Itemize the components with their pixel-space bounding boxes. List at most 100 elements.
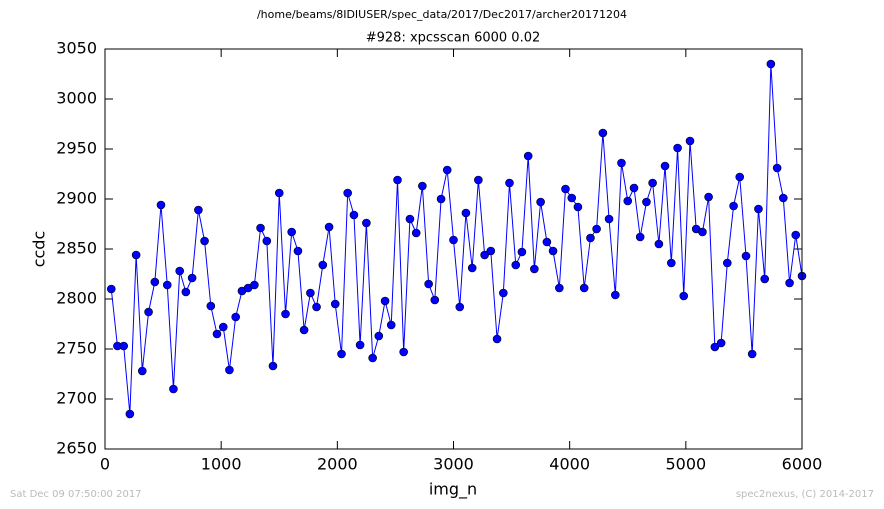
data-point bbox=[231, 312, 240, 322]
data-point bbox=[741, 251, 751, 261]
data-point bbox=[150, 277, 160, 287]
data-point bbox=[598, 128, 608, 138]
data-point bbox=[212, 329, 222, 339]
data-point bbox=[399, 347, 408, 357]
data-point bbox=[206, 301, 216, 311]
y-tick-label: 2900 bbox=[56, 189, 97, 208]
y-tick-label: 2650 bbox=[56, 439, 97, 458]
data-point bbox=[505, 178, 514, 188]
data-point bbox=[635, 232, 645, 242]
data-point bbox=[586, 233, 595, 243]
data-point bbox=[548, 246, 558, 256]
data-point bbox=[299, 325, 309, 335]
data-point bbox=[704, 192, 713, 202]
data-point bbox=[218, 322, 228, 332]
y-tick-label: 2850 bbox=[56, 239, 97, 258]
y-axis-label: ccdc bbox=[30, 231, 49, 268]
data-point bbox=[530, 264, 539, 274]
y-tick-label: 2700 bbox=[56, 389, 97, 408]
data-point bbox=[393, 175, 402, 185]
data-point bbox=[760, 274, 770, 284]
data-point bbox=[648, 178, 657, 188]
data-point bbox=[324, 222, 334, 232]
data-point bbox=[536, 197, 545, 207]
data-point bbox=[181, 287, 191, 297]
data-point bbox=[262, 236, 272, 246]
footer-left: Sat Dec 09 07:50:00 2017 bbox=[10, 489, 142, 500]
data-point bbox=[592, 224, 601, 234]
data-point bbox=[330, 299, 340, 309]
data-point bbox=[169, 384, 178, 394]
data-point bbox=[785, 278, 794, 288]
data-point bbox=[349, 210, 359, 220]
data-point bbox=[374, 331, 384, 341]
data-point bbox=[492, 334, 502, 344]
data-point bbox=[442, 165, 452, 175]
data-point bbox=[499, 288, 508, 298]
data-point bbox=[716, 338, 726, 348]
data-point bbox=[698, 227, 707, 237]
data-point bbox=[337, 349, 346, 359]
data-point bbox=[685, 136, 695, 146]
data-point bbox=[362, 218, 371, 228]
data-point bbox=[162, 280, 172, 290]
data-point bbox=[411, 228, 421, 238]
data-point bbox=[754, 204, 763, 214]
data-point bbox=[561, 184, 570, 194]
data-point bbox=[106, 284, 116, 294]
data-point bbox=[523, 151, 533, 161]
data-point bbox=[386, 320, 396, 330]
data-point bbox=[654, 239, 664, 249]
data-point bbox=[679, 291, 689, 301]
data-point bbox=[791, 230, 801, 240]
data-point bbox=[579, 283, 589, 293]
y-tick-label: 3000 bbox=[56, 89, 97, 108]
data-point bbox=[187, 273, 197, 283]
data-point bbox=[660, 161, 670, 171]
data-point bbox=[766, 59, 776, 69]
suptitle: /home/beams/8IDIUSER/spec_data/2017/Dec2… bbox=[257, 8, 627, 21]
chart-title: #928: xpcsscan 6000 0.02 bbox=[366, 31, 541, 46]
x-tick-label: 5000 bbox=[665, 455, 706, 474]
data-point bbox=[573, 202, 583, 212]
data-point bbox=[436, 194, 446, 204]
data-point bbox=[125, 409, 135, 419]
data-point bbox=[287, 227, 296, 237]
data-point bbox=[418, 181, 427, 191]
data-point bbox=[156, 200, 166, 210]
x-tick-label: 3000 bbox=[433, 455, 474, 474]
data-point bbox=[137, 366, 147, 376]
data-point bbox=[355, 340, 365, 350]
data-point bbox=[747, 349, 757, 359]
data-point bbox=[511, 260, 521, 270]
data-point bbox=[405, 214, 415, 224]
data-point bbox=[710, 342, 720, 352]
data-point bbox=[467, 263, 477, 273]
data-point bbox=[517, 247, 527, 257]
data-point bbox=[144, 307, 153, 317]
data-point bbox=[486, 246, 496, 256]
data-point bbox=[735, 172, 745, 182]
y-tick-label: 2750 bbox=[56, 339, 97, 358]
data-point bbox=[256, 223, 265, 233]
data-point bbox=[617, 158, 626, 168]
data-point bbox=[567, 193, 577, 203]
data-point bbox=[318, 260, 328, 270]
data-point bbox=[430, 295, 440, 305]
plot-frame bbox=[104, 48, 803, 450]
data-point bbox=[542, 237, 552, 247]
data-point bbox=[194, 205, 203, 215]
data-point bbox=[225, 365, 234, 375]
data-point bbox=[642, 197, 651, 207]
data-point bbox=[629, 183, 639, 193]
y-tick-label: 2950 bbox=[56, 139, 97, 158]
data-point bbox=[611, 290, 620, 300]
data-point bbox=[250, 280, 259, 290]
data-point bbox=[312, 302, 321, 312]
data-point bbox=[175, 266, 184, 276]
data-point bbox=[274, 188, 284, 198]
data-point bbox=[723, 258, 732, 268]
data-point bbox=[604, 214, 614, 224]
